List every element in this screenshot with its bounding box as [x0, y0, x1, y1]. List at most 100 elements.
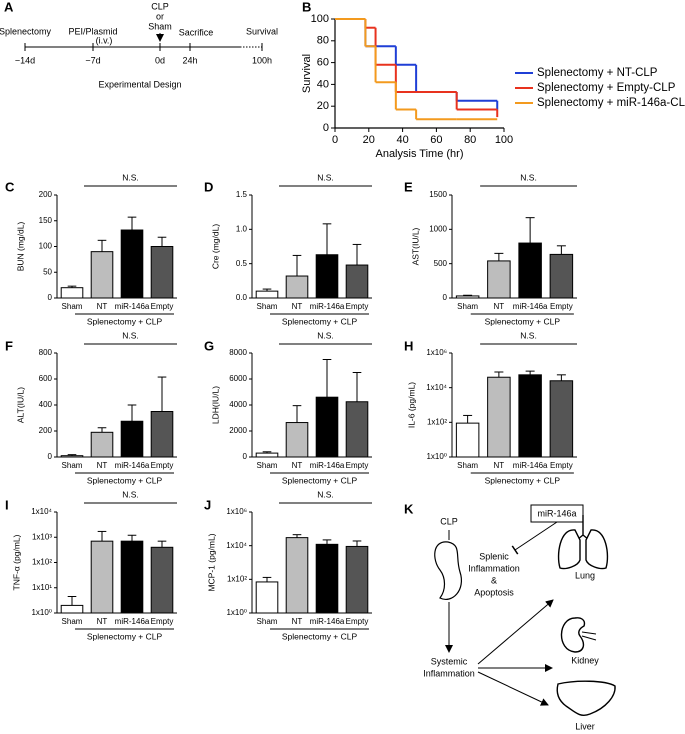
bar [518, 242, 542, 299]
y-tick-label: 1x10² [427, 417, 447, 426]
bar [90, 251, 114, 299]
y-tick-label: 8000 [229, 348, 247, 357]
node-label: Apoptosis [474, 587, 514, 597]
x-tick-label: 0 [332, 134, 338, 146]
x-tick-label: Empty [151, 302, 174, 311]
x-tick-label: Empty [151, 461, 174, 470]
y-tick-label: 4000 [229, 400, 247, 409]
y-axis-title: Survival [301, 54, 313, 93]
x-tick-label: miR-146a [115, 302, 150, 311]
x-tick-label: miR-146a [513, 461, 548, 470]
x-tick-label: Sham [62, 461, 83, 470]
x-tick-label: NT [292, 617, 303, 626]
bar [549, 380, 574, 458]
node-label: CLP [440, 516, 458, 526]
x-tick-label: NT [292, 302, 303, 311]
panel-letter: G [204, 338, 214, 353]
y-tick-label: 6000 [229, 374, 247, 383]
y-axis-title: TNF-α (pg/mL) [11, 534, 21, 590]
node-label: Inflammation [423, 668, 475, 678]
bar [255, 452, 279, 458]
x-tick-label: 80 [464, 134, 476, 146]
bar [255, 290, 279, 299]
annotation: N.S. [520, 330, 537, 340]
bar [120, 540, 144, 614]
event-label: CLP [151, 1, 169, 11]
panel-letter: E [404, 179, 413, 194]
x-tick-label: 20 [363, 134, 375, 146]
kidney-icon [560, 617, 586, 653]
y-tick-label: 600 [39, 374, 53, 383]
annotation: N.S. [317, 330, 334, 340]
event-label: (i.v.) [96, 35, 113, 45]
bar [285, 537, 309, 614]
node-label: miR-146a [537, 508, 576, 518]
y-tick-label: 1x10⁴ [426, 383, 447, 392]
x-tick-label: Sham [257, 461, 278, 470]
panel-letter: A [4, 0, 14, 14]
bar [345, 264, 369, 299]
panel-letter: C [5, 179, 15, 194]
x-tick-label: Empty [346, 461, 369, 470]
bar [255, 581, 279, 614]
time-label: 100h [252, 55, 272, 65]
x-tick-label: Empty [346, 302, 369, 311]
bar [285, 422, 309, 458]
group-label: Splenectomy + CLP [282, 316, 358, 326]
y-tick-label: 2000 [229, 426, 247, 435]
y-tick-label: 0 [243, 452, 248, 461]
y-tick-label: 500 [434, 259, 448, 268]
x-tick-label: Sham [257, 302, 278, 311]
time-label: −7d [85, 55, 100, 65]
y-tick-label: 1x10⁶ [226, 507, 247, 516]
arrow [477, 671, 549, 706]
panel-letter: K [404, 501, 414, 516]
y-tick-label: 1x10² [227, 574, 247, 583]
x-tick-label: miR-146a [513, 302, 548, 311]
legend-label: Splenectomy + miR-146a-CLP [537, 97, 685, 109]
y-tick-label: 1x10⁰ [226, 608, 247, 617]
caption: Experimental Design [98, 79, 181, 89]
schematic: K CLP miR-146a Splenic Inflammation & Ap… [404, 501, 616, 731]
y-tick-label: 1x10⁶ [426, 348, 447, 357]
bar [90, 540, 114, 614]
y-axis-title: IL-6 (pg/mL) [406, 382, 416, 428]
bar [150, 411, 174, 458]
y-tick-label: 0 [48, 452, 53, 461]
x-tick-label: NT [97, 617, 108, 626]
x-tick-label: Sham [257, 617, 278, 626]
bar [315, 543, 339, 614]
liver-icon [556, 680, 616, 716]
y-tick-label: 0.0 [236, 293, 248, 302]
x-tick-label: miR-146a [310, 617, 345, 626]
legend-label: Splenectomy + Empty-CLP [537, 82, 676, 94]
event-label: or [156, 11, 164, 21]
y-tick-label: 1000 [429, 224, 447, 233]
node-label: & [491, 575, 497, 585]
annotation: N.S. [317, 172, 334, 182]
bar [315, 254, 339, 299]
bar [90, 431, 114, 458]
y-tick-label: 1x10⁰ [31, 608, 52, 617]
x-tick-label: NT [97, 302, 108, 311]
x-tick-label: Sham [457, 461, 478, 470]
x-tick-label: miR-146a [310, 302, 345, 311]
node-label: Systemic [431, 656, 468, 666]
y-tick-label: 40 [317, 78, 329, 90]
panel-letter: F [5, 338, 13, 353]
panel-letter: B [302, 0, 311, 14]
y-tick-label: 200 [39, 426, 53, 435]
y-tick-label: 150 [39, 216, 53, 225]
y-tick-label: 1x10¹ [32, 583, 52, 592]
y-tick-label: 0 [443, 293, 448, 302]
y-tick-label: 1x10² [32, 558, 52, 567]
event-label: Splenectomy [0, 26, 52, 36]
bar [150, 546, 174, 614]
bar [120, 229, 144, 299]
y-tick-label: 400 [39, 400, 53, 409]
y-axis-title: MCP-1 (pg/mL) [206, 533, 216, 591]
annotation: N.S. [122, 172, 139, 182]
y-axis-title: AST(IU/L) [410, 227, 420, 265]
organ-label: Kidney [571, 655, 599, 665]
